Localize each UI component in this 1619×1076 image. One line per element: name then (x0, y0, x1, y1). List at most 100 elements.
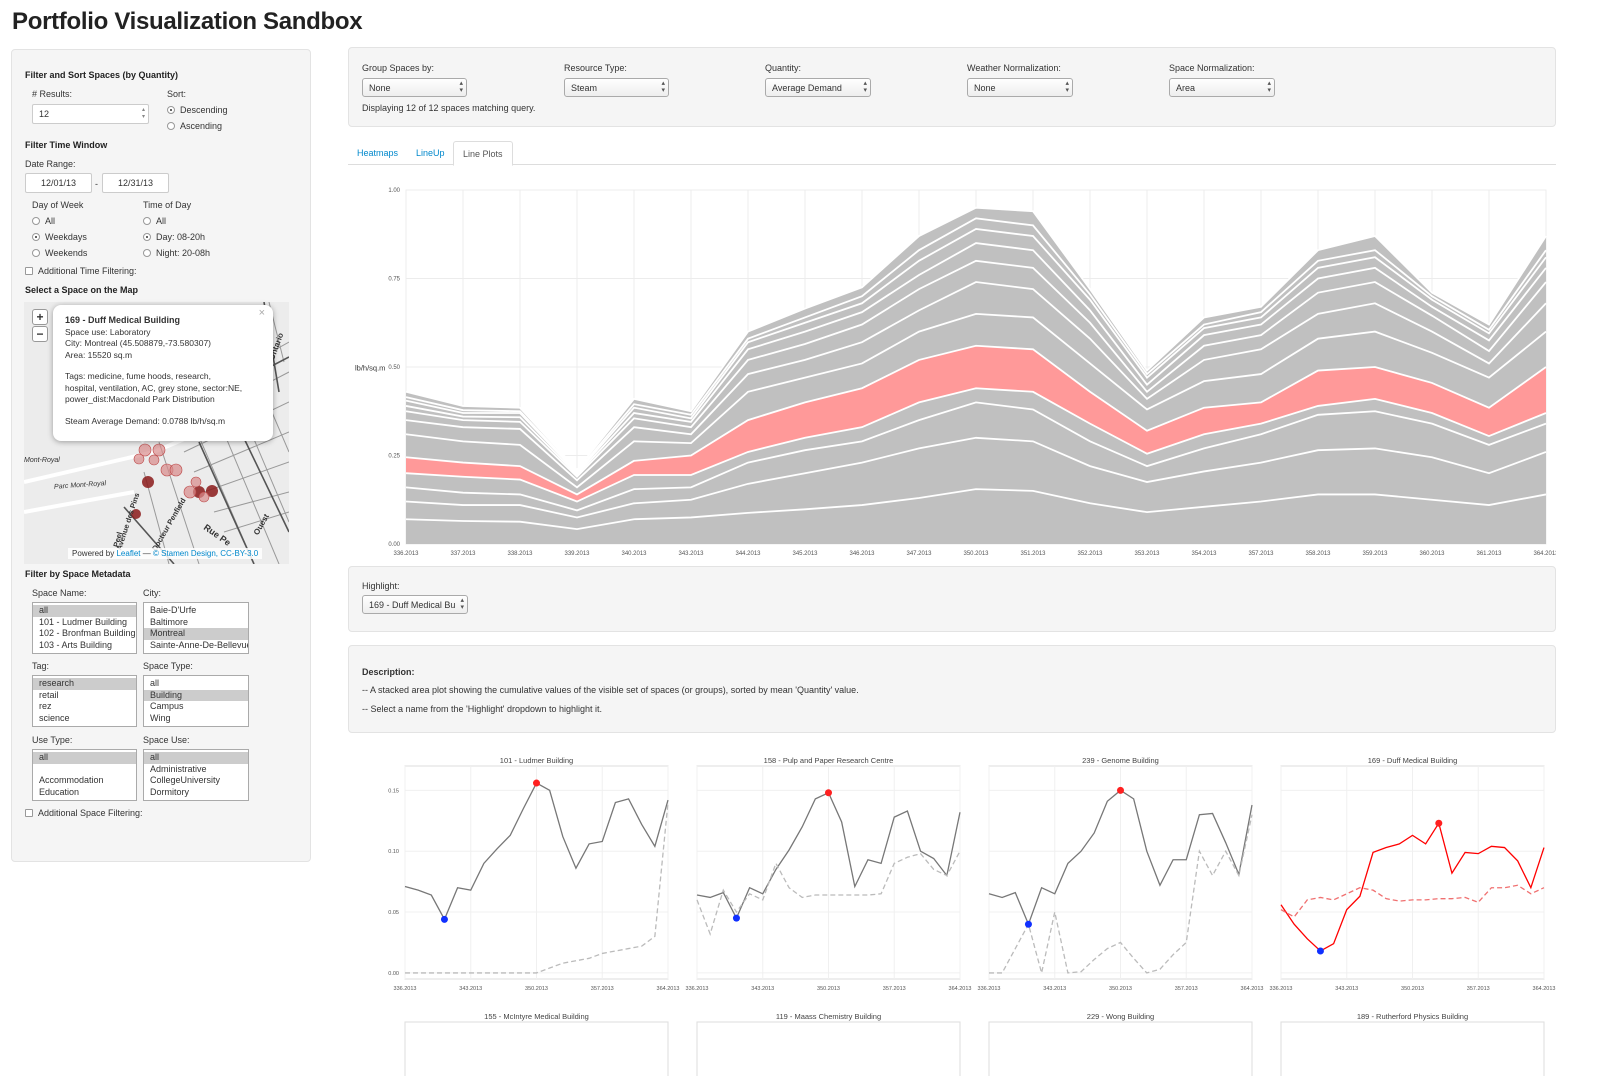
view-tabs: Heatmaps LineUp Line Plots (348, 141, 1556, 166)
space-type-label: Space Type: (143, 661, 193, 671)
listbox-option[interactable]: all (144, 752, 248, 764)
dashed-series-line (405, 802, 669, 974)
date-end-input[interactable]: 12/31/13 (102, 173, 169, 193)
min-point (732, 914, 740, 922)
results-input[interactable]: 12 ▴ ▾ (32, 104, 149, 124)
query-controls-panel: Group Spaces by: None ▴ ▾ Resource Type: S… (348, 47, 1556, 127)
dow-weekends-radio[interactable]: Weekends (32, 248, 87, 258)
tab-lineup[interactable]: LineUp (416, 148, 445, 158)
listbox-option[interactable]: Campus (150, 701, 184, 711)
listbox-option[interactable]: all (33, 752, 136, 764)
popup-close-icon[interactable]: × (258, 307, 265, 319)
tag-listbox[interactable]: research retail rez science (32, 675, 137, 727)
popup-line: City: Montreal (45.508879,-73.580307) (65, 338, 212, 348)
additional-time-checkbox[interactable]: Additional Time Filtering: (25, 266, 137, 276)
x-tick-label: 350.2013 (817, 986, 840, 992)
listbox-option[interactable]: Baie-D'Urfe (150, 605, 197, 615)
small-multiple-title: 158 - Pulp and Paper Research Centre (764, 756, 894, 765)
map-zoom-in-button[interactable]: + (32, 309, 48, 325)
area-band (406, 402, 1546, 518)
space-type-listbox[interactable]: all Building Campus Wing (143, 675, 249, 727)
x-tick-label: 346.2013 (849, 551, 875, 557)
listbox-option[interactable]: science (39, 712, 70, 723)
weather-norm-select[interactable]: None ▴ ▾ (967, 78, 1073, 97)
listbox-option[interactable]: CollegeUniversity (150, 775, 221, 785)
listbox-option[interactable]: 103 - Arts Building (39, 639, 113, 650)
highlight-select[interactable]: 169 - Duff Medical Bu ▴ ▾ (362, 595, 468, 614)
listbox-option[interactable]: Education (39, 786, 80, 797)
stacked-area-chart: 0.00 0.25 0.50 0.75 1.00 336.2013 337.2013 338.… (355, 188, 1556, 557)
results-label: # Results: (32, 89, 73, 99)
listbox-option[interactable]: Dormitory (150, 786, 190, 797)
listbox-option[interactable]: rez (39, 701, 52, 711)
listbox-option[interactable]: 102 - Bronfman Building (39, 628, 136, 638)
listbox-option[interactable]: all (150, 678, 160, 688)
sort-descending-radio[interactable]: Descending (167, 105, 228, 115)
listbox-option[interactable]: all (33, 605, 136, 617)
popup-line: hospital, ventilation, AC, grey stone, s… (65, 382, 243, 393)
area-band (406, 313, 1546, 495)
group-by-select[interactable]: None ▴ ▾ (362, 78, 467, 97)
highlight-label: Highlight: (362, 581, 400, 591)
leaflet-link[interactable]: Leaflet (116, 549, 141, 558)
x-tick-label: 360.2013 (1419, 551, 1445, 557)
min-point (440, 915, 448, 923)
resource-type-label: Resource Type: (564, 63, 627, 73)
x-tick-label: 343.2013 (1043, 986, 1066, 992)
listbox-option[interactable]: 101 - Ludmer Building (39, 616, 128, 627)
quantity-label: Quantity: (765, 63, 802, 73)
popup-line: Steam Average Demand: 0.0788 lb/h/sq.m (65, 415, 226, 426)
x-tick-label: 357.2013 (883, 986, 906, 992)
map-zoom-out-button[interactable]: − (32, 326, 48, 342)
listbox-option[interactable]: Accommodation (39, 775, 104, 785)
x-tick-label: 344.2013 (735, 551, 761, 557)
space-norm-select[interactable]: Area ▴ ▾ (1169, 78, 1275, 97)
tod-all-radio[interactable]: All (143, 216, 166, 226)
listbox-option[interactable]: Building (144, 689, 248, 701)
date-start-input[interactable]: 12/01/13 (25, 173, 92, 193)
popup-line: Tags: medicine, fume hoods, research, (65, 371, 211, 381)
use-type-listbox[interactable]: all Accommodation Education (32, 749, 137, 801)
additional-space-checkbox[interactable]: Additional Space Filtering: (25, 808, 143, 818)
stepper-icon[interactable]: ▴ ▾ (141, 107, 145, 120)
popup-line: Space use: Laboratory (65, 326, 151, 337)
max-point (1435, 819, 1443, 827)
space-use-listbox[interactable]: all Administrative CollegeUniversity Dormit… (143, 749, 249, 801)
tab-line-plots[interactable]: Line Plots (453, 141, 513, 166)
listbox-option[interactable]: Wing (150, 712, 171, 723)
select-arrows-icon: ▴ ▾ (1065, 80, 1069, 94)
stamen-link[interactable]: © Stamen Design, CC-BY-3.0 (152, 549, 259, 558)
x-tick-label: 350.2013 (1109, 986, 1132, 992)
description-panel: Description: -- A stacked area plot show… (348, 645, 1556, 733)
sort-ascending-radio[interactable]: Ascending (167, 121, 222, 131)
listbox-option[interactable]: retail (39, 689, 59, 700)
use-type-label: Use Type: (32, 735, 73, 745)
small-multiple-frame (696, 1021, 961, 1076)
tod-day-radio[interactable]: Day: 08-20h (143, 232, 205, 242)
popup-title: 169 - Duff Medical Building (65, 315, 181, 325)
dow-weekdays-radio[interactable]: Weekdays (32, 232, 87, 242)
city-listbox[interactable]: Baie-D'Urfe Baltimore Montreal Sainte-Anne-… (143, 602, 249, 654)
dow-all-radio[interactable]: All (32, 216, 55, 226)
max-point (533, 779, 540, 787)
group-by-label: Group Spaces by: (362, 63, 435, 73)
resource-type-select[interactable]: Steam ▴ ▾ (564, 78, 669, 97)
quantity-select[interactable]: Average Demand ▴ ▾ (765, 78, 871, 97)
x-tick-label: 357.2013 (1175, 986, 1198, 992)
x-tick-label: 338.2013 (507, 551, 533, 557)
series-line (405, 387, 1547, 503)
description-line-1: -- A stacked area plot showing the cumul… (362, 685, 859, 695)
tod-night-radio[interactable]: Night: 20-08h (143, 248, 210, 258)
x-tick-label: 336.2013 (394, 986, 417, 992)
listbox-option[interactable]: Montreal (144, 628, 248, 640)
small-multiple-frame (1280, 1021, 1545, 1076)
tab-heatmaps[interactable]: Heatmaps (357, 148, 399, 158)
listbox-option[interactable]: research (33, 678, 136, 690)
listbox-option[interactable]: Administrative (150, 763, 207, 774)
listbox-option[interactable]: Sainte-Anne-De-Bellevue (150, 639, 248, 650)
y-tick-label: 0.15 (388, 788, 399, 794)
space-name-listbox[interactable]: all 101 - Ludmer Building 102 - Bronfman B… (32, 602, 137, 654)
listbox-option[interactable]: Baltimore (150, 616, 189, 627)
x-tick-label: 361.2013 (1476, 551, 1502, 557)
listbox-option[interactable] (33, 764, 136, 776)
